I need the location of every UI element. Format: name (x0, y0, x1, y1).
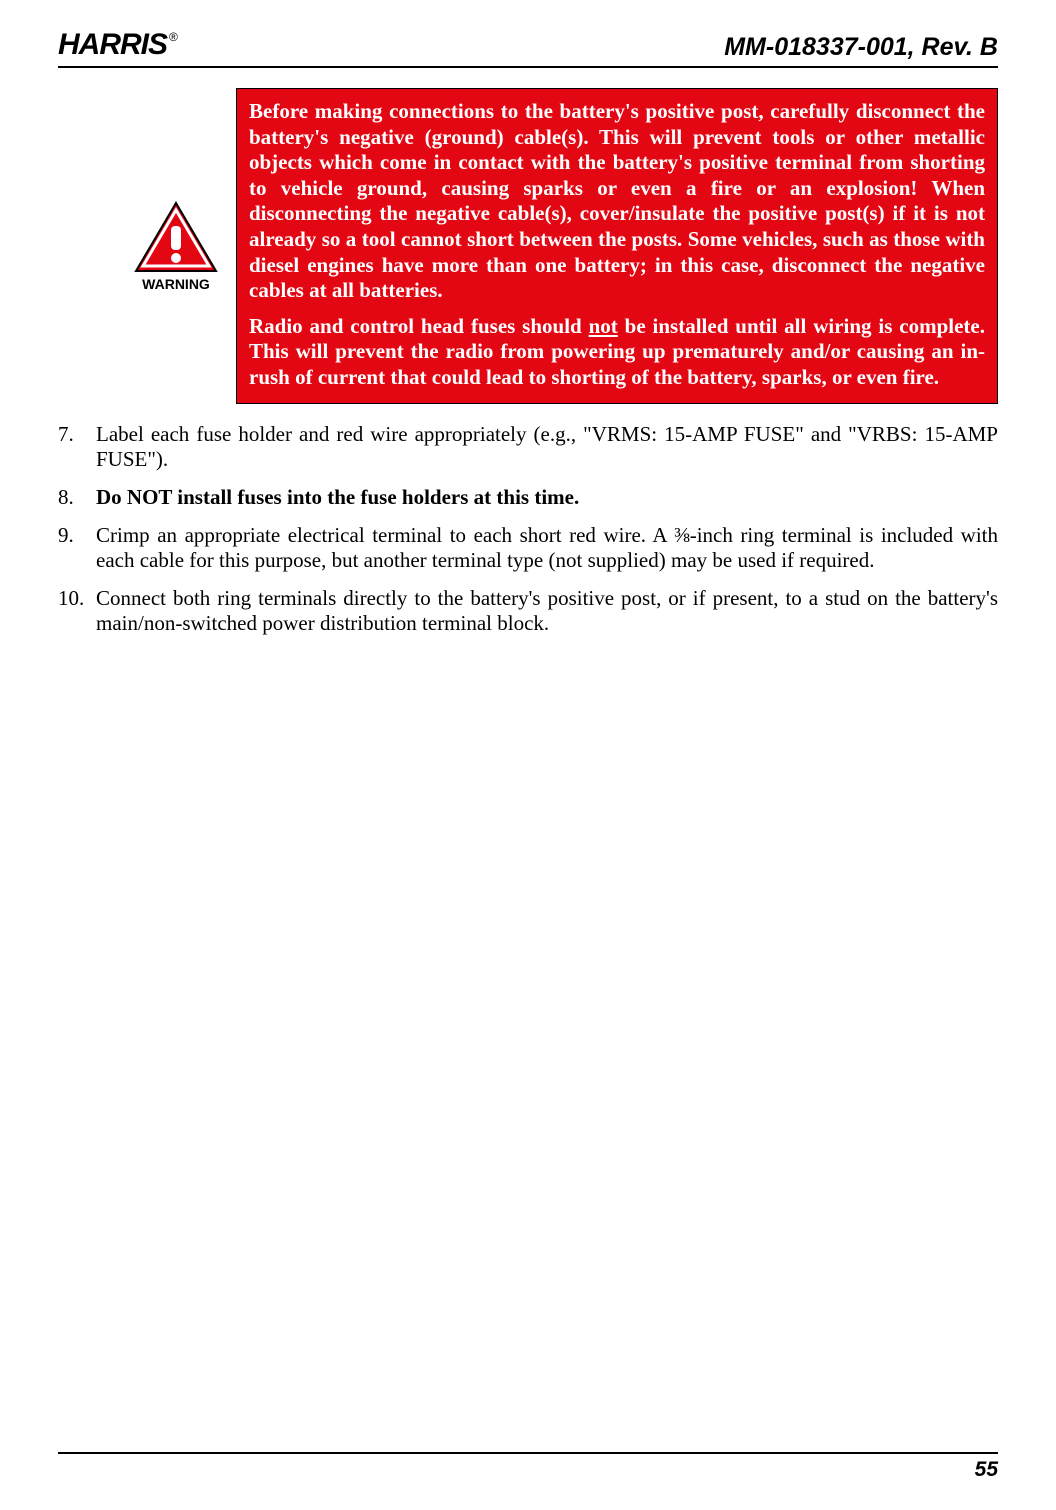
list-item-10: 10. Connect both ring terminals directly… (58, 586, 998, 637)
warning-paragraph-1: Before making connections to the battery… (249, 99, 985, 304)
warning-icon-cell: WARNING (128, 200, 224, 292)
page-number: 55 (975, 1458, 998, 1481)
item-number: 10. (58, 586, 96, 637)
logo-registered: ® (169, 30, 177, 44)
document-id: MM-018337-001, Rev. B (724, 33, 998, 62)
list-item-7: 7. Label each fuse holder and red wire a… (58, 422, 998, 473)
warning-not-underline: not (589, 314, 618, 338)
item-text: Crimp an appropriate electrical terminal… (96, 523, 998, 574)
warning-label: WARNING (142, 276, 210, 292)
item-number: 9. (58, 523, 96, 574)
logo-text: HARRIS (58, 28, 167, 62)
item-text: Connect both ring terminals directly to … (96, 586, 998, 637)
list-item-8: 8. Do NOT install fuses into the fuse ho… (58, 485, 998, 511)
item-text: Do NOT install fuses into the fuse holde… (96, 485, 998, 511)
page-footer: 55 (58, 1452, 998, 1482)
warning-section: WARNING Before making connections to the… (128, 88, 998, 404)
list-item-9: 9. Crimp an appropriate electrical termi… (58, 523, 998, 574)
warning-box: Before making connections to the battery… (236, 88, 998, 404)
item-number: 8. (58, 485, 96, 511)
warning-triangle-icon (133, 200, 219, 274)
harris-logo: HARRIS® (58, 28, 177, 62)
item-text: Label each fuse holder and red wire appr… (96, 422, 998, 473)
page-header: HARRIS® MM-018337-001, Rev. B (58, 28, 998, 68)
warning-paragraph-2: Radio and control head fuses should not … (249, 314, 985, 391)
instruction-list: 7. Label each fuse holder and red wire a… (58, 422, 998, 637)
item-number: 7. (58, 422, 96, 473)
